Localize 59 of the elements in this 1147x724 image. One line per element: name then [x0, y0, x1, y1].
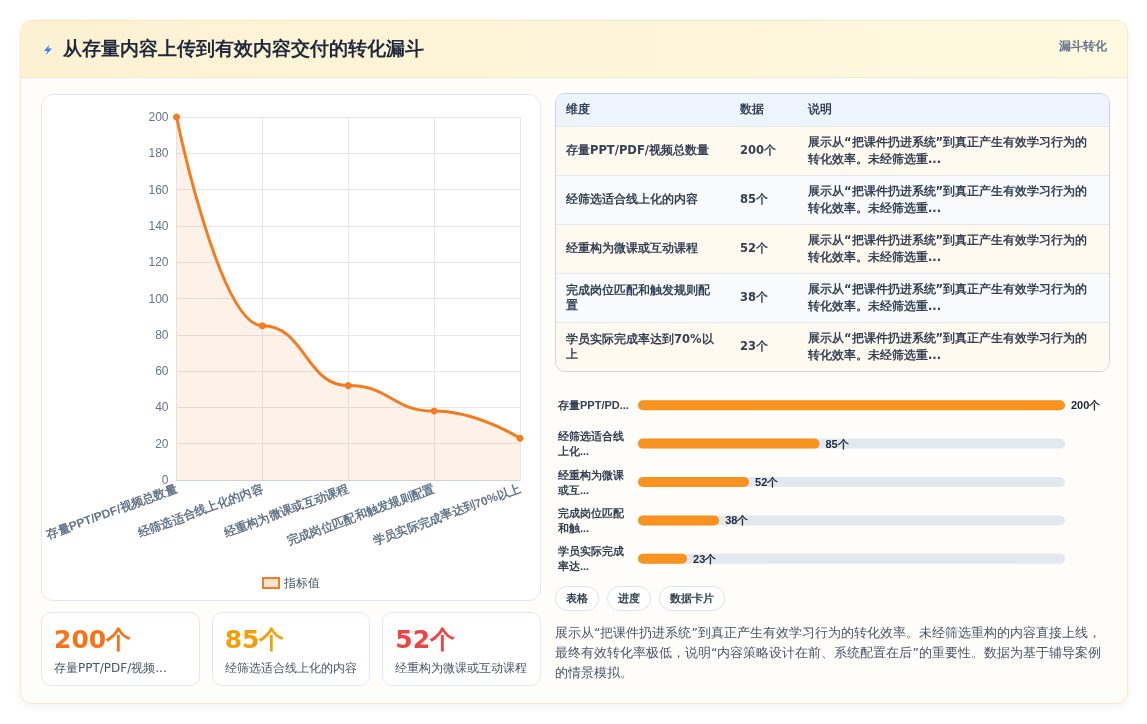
y-tick-label: 100	[148, 291, 169, 306]
y-tick-label: 学员实际完成率达...	[557, 545, 624, 573]
point	[344, 382, 352, 390]
category-label: 进度	[607, 586, 651, 611]
y-tick-label: 20	[155, 436, 169, 451]
text: 展示从“把课件扔进系统”到真正产生有效学习行为的转化效率。未经筛选重...	[807, 182, 1089, 217]
text: 38个	[740, 290, 769, 304]
point	[258, 322, 266, 330]
category-label: 存量PPT/PDF/视频...	[54, 660, 168, 677]
data-label: 23个	[693, 552, 718, 565]
y-tick-label: 120	[148, 255, 169, 270]
text: 200个	[740, 143, 777, 157]
category-label: 经重构为微课或互动课程	[565, 240, 699, 257]
y-tick-label: 200	[148, 110, 169, 124]
text: 展示从“把课件扔进系统”到真正产生有效学习行为的转化效率。未经筛选重...	[807, 280, 1089, 315]
text: 85个	[224, 625, 285, 654]
text: 23个	[740, 339, 769, 354]
y-tick-label: 140	[148, 218, 169, 233]
y-tick-label: 0	[161, 473, 169, 487]
y-tick-label: 180	[148, 146, 169, 161]
text: 漏斗转化	[1059, 38, 1107, 55]
data-label: 85个	[825, 437, 850, 450]
point	[173, 113, 181, 121]
text: 说明	[807, 101, 833, 119]
text: 从存量内容上传到有效内容交付的转化漏斗	[63, 36, 424, 61]
legend-label: 指标值	[283, 576, 320, 590]
text: 展示从“把课件扔进系统”到真正产生有效学习行为的转化效率。未经筛选重构的内容直接上线，最终有效转化率极低，说明“内容策略设计在前、系统配置在后”的重要性。数据为基于辅导案例的情景模拟。	[555, 624, 1102, 682]
data-label: 52个	[755, 476, 780, 488]
category-label: 经筛选适合线上化的内容	[565, 191, 699, 208]
y-tick-label: 60	[155, 364, 169, 379]
category-label: 完成岗位匹配和触发规则配置	[565, 281, 711, 314]
y-tick-label: 存量PPT/PD...	[557, 399, 629, 412]
text: 展示从“把课件扔进系统”到真正产生有效学习行为的转化效率。未经筛选重...	[807, 133, 1089, 168]
category-label: 存量PPT/PDF/视频总数量	[565, 142, 710, 159]
data-label: 38个	[725, 514, 750, 527]
bar	[638, 515, 720, 526]
point	[516, 434, 524, 442]
category-label: 经筛选适合线上化的内容	[224, 660, 358, 677]
y-tick-label: 完成岗位匹配和触...	[557, 506, 625, 534]
category-label: 经重构为微课或互动课程	[395, 660, 529, 677]
y-tick-label: 40	[155, 400, 169, 415]
text: 52个	[740, 241, 769, 255]
text: 52个	[395, 625, 456, 654]
bar	[638, 477, 750, 487]
category-label: 表格	[555, 586, 599, 611]
text: 数据	[739, 101, 765, 119]
y-tick-label: 80	[155, 327, 169, 342]
text: 200个	[54, 625, 132, 654]
y-tick-label: 经重构为微课或互...	[557, 468, 624, 496]
text: 维度	[565, 101, 591, 119]
y-tick-label: 160	[148, 182, 169, 197]
data-label: 200个	[1071, 399, 1102, 412]
category-label: 数据卡片	[659, 586, 725, 611]
text: 展示从“把课件扔进系统”到真正产生有效学习行为的转化效率。未经筛选重...	[807, 329, 1089, 364]
category-label: 学员实际完成率达到70%以上	[565, 330, 715, 363]
bar	[638, 553, 688, 564]
text: 85个	[740, 192, 769, 206]
text: 展示从“把课件扔进系统”到真正产生有效学习行为的转化效率。未经筛选重...	[807, 231, 1089, 266]
y-tick-label: 经筛选适合线上化...	[557, 430, 624, 458]
